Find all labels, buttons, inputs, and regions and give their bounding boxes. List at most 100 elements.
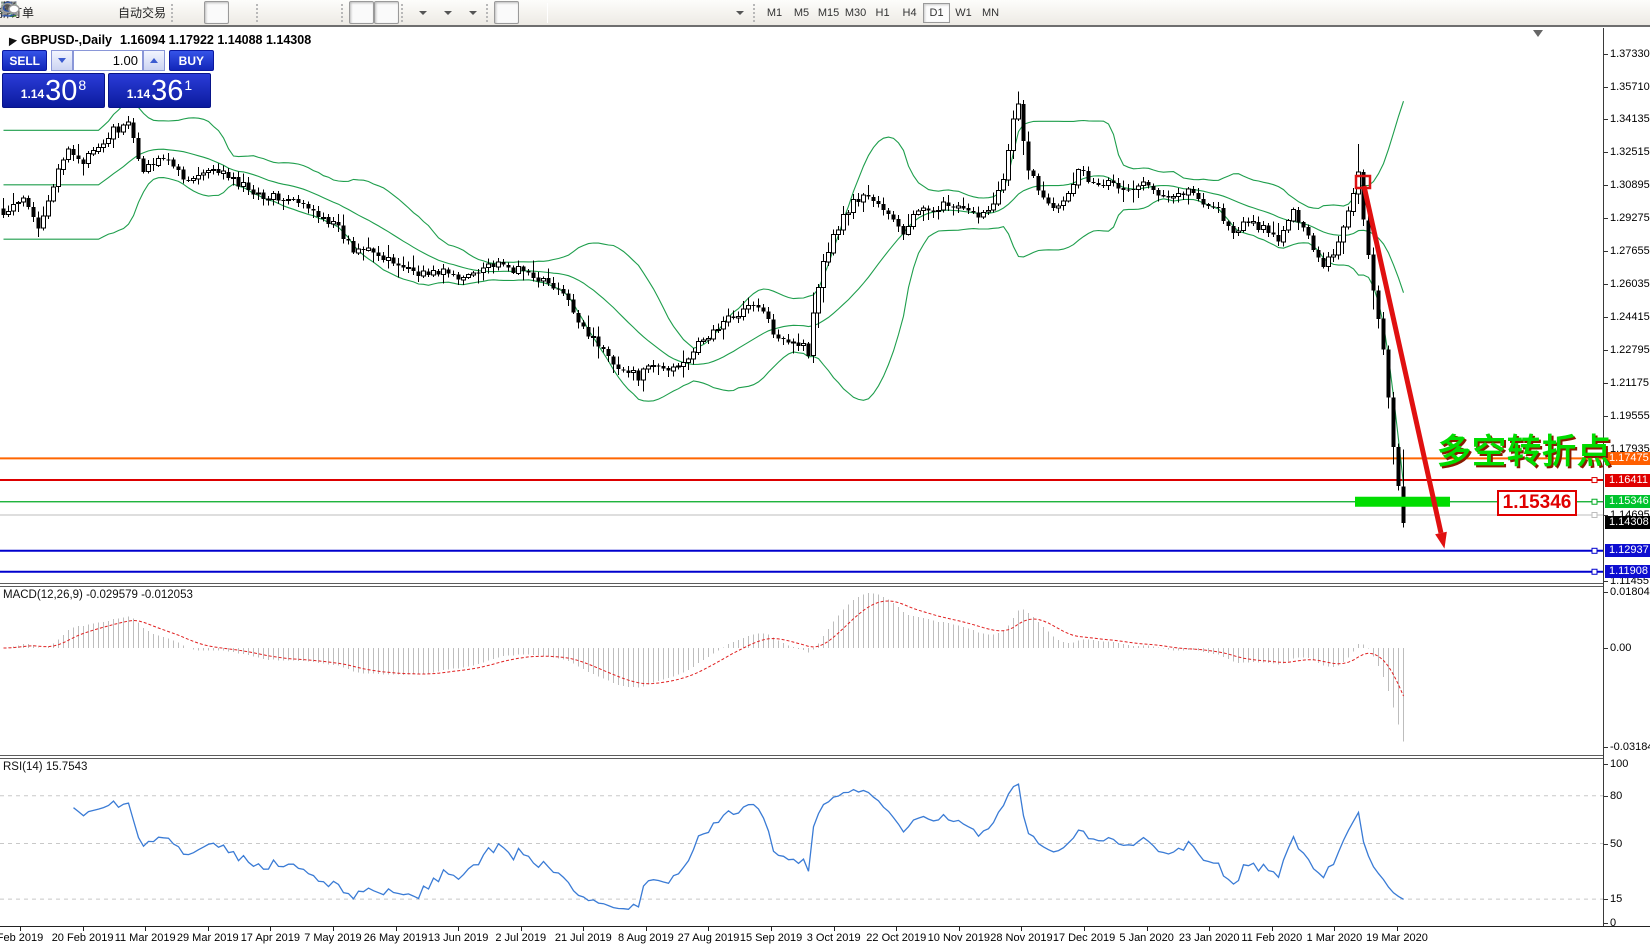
date-label: 10 Nov 2019 <box>927 932 991 944</box>
date-label: 26 May 2019 <box>363 932 428 944</box>
search-button[interactable] <box>2 1 1615 24</box>
symbol-period-label: GBPUSD-,Daily <box>21 33 112 47</box>
rsi-pane[interactable] <box>0 759 1603 926</box>
timeframe-w1[interactable]: W1 <box>955 6 972 19</box>
sell-price-display[interactable]: 1.14 30 8 <box>2 73 105 108</box>
crosshair-button[interactable] <box>1 1 544 24</box>
volume-increase-button[interactable] <box>143 50 165 71</box>
date-label: 29 Mar 2019 <box>176 932 239 944</box>
arrows-caret[interactable] <box>736 10 745 15</box>
date-tick-mark <box>583 927 585 931</box>
price-callout-label[interactable]: 1.15346 <box>1497 490 1577 516</box>
buy-price-display[interactable]: 1.14 36 1 <box>108 73 211 108</box>
period-caret[interactable] <box>444 10 453 15</box>
date-label: 19 Mar 2020 <box>1366 932 1428 944</box>
date-label: 7 May 2019 <box>304 932 362 944</box>
date-tick-mark <box>207 927 209 931</box>
price-tick-mark <box>1604 54 1608 55</box>
navigator-button[interactable] <box>1 1 87 24</box>
macd-pane[interactable] <box>0 587 1603 755</box>
pane-separator[interactable] <box>0 583 1650 587</box>
macd-tick-label: 0.00 <box>1610 642 1632 654</box>
date-label: 13 Jun 2019 <box>427 932 489 944</box>
date-tick-mark <box>896 927 898 931</box>
rsi-tick-label: 80 <box>1610 789 1623 802</box>
autotrading-button[interactable]: 自动交易 <box>1 1 169 24</box>
date-tick-mark <box>1209 927 1211 931</box>
volume-input[interactable] <box>73 50 143 71</box>
price-tick-mark <box>1604 185 1608 187</box>
sell-button[interactable]: SELL <box>2 50 48 71</box>
chat-button[interactable] <box>1 1 1640 24</box>
timeframe-mn[interactable]: MN <box>981 6 1000 19</box>
macd-tick-label: -0.031847 <box>1610 740 1650 753</box>
arrows-button[interactable] <box>3 1 751 24</box>
template-button[interactable] <box>1 1 484 24</box>
rsi-tick-mark <box>1604 899 1608 901</box>
price-tag: 1.16411 <box>1605 473 1650 487</box>
toolbar-drag-handle[interactable] <box>486 3 490 22</box>
chat-icon <box>1 2 20 17</box>
timeframe-m5[interactable]: M5 <box>793 6 810 19</box>
date-tick-mark <box>145 927 147 931</box>
profiles-button[interactable] <box>1 1 62 24</box>
chart-symbol-icon <box>4 34 18 46</box>
cursor-button[interactable] <box>4 1 520 24</box>
data-window-button[interactable] <box>1 1 112 24</box>
fibonacci-button[interactable]: F <box>1 1 676 24</box>
timeframe-m30[interactable]: M30 <box>844 6 867 19</box>
period-button[interactable] <box>1 1 459 24</box>
shift-marker-icon[interactable] <box>1533 30 1543 37</box>
tile-windows-button[interactable] <box>1 1 339 24</box>
text-button[interactable]: A <box>4 1 701 24</box>
main-chart-pane[interactable] <box>0 28 1603 583</box>
toolbar-drag-handle[interactable] <box>256 3 260 22</box>
template-caret[interactable] <box>469 10 478 15</box>
zoom-out-button[interactable] <box>2 1 314 24</box>
date-tick-mark <box>395 927 397 931</box>
new-chart-button[interactable] <box>2 1 434 24</box>
price-tag: 1.17475 <box>1605 451 1650 465</box>
toolbar-drag-handle[interactable] <box>341 3 345 22</box>
horizontal-line-button[interactable] <box>1 1 601 24</box>
zoom-in-button[interactable] <box>2 1 289 24</box>
buy-price-big: 36 <box>151 75 184 107</box>
timeframe-h4[interactable]: H4 <box>902 6 917 19</box>
toolbar-drag-handle[interactable] <box>171 3 175 22</box>
toolbar-separator <box>547 2 549 23</box>
volume-decrease-button[interactable] <box>51 50 73 71</box>
text-label-button[interactable]: T <box>1 1 726 24</box>
chart-line-button[interactable] <box>1 1 254 24</box>
timeframe-m15[interactable]: M15 <box>817 6 840 19</box>
date-tick-mark <box>1396 927 1398 931</box>
pane-separator[interactable] <box>0 755 1650 759</box>
equidistant-channel-button[interactable]: E <box>0 1 651 24</box>
chart-candles-button[interactable] <box>3 1 230 24</box>
date-tick-mark <box>520 927 522 931</box>
rsi-tick-mark <box>1604 923 1608 924</box>
new-chart-caret[interactable] <box>419 10 428 15</box>
vertical-line-button[interactable] <box>6 1 576 24</box>
price-tick-mark <box>1604 119 1608 121</box>
buy-button[interactable]: BUY <box>168 50 214 71</box>
auto-scroll-button[interactable] <box>1 1 375 24</box>
price-tick-label: 1.30895 <box>1610 179 1650 192</box>
chart-bars-button[interactable] <box>1 1 204 24</box>
trendline-button[interactable] <box>1 1 626 24</box>
price-tick-label: 1.29275 <box>1610 212 1650 225</box>
price-tick-mark <box>1604 514 1608 516</box>
chart-shift-button[interactable] <box>1 1 400 24</box>
date-label: 2 Jul 2019 <box>495 932 547 944</box>
date-tick-mark <box>458 927 460 931</box>
price-tick-label: 1.27655 <box>1610 245 1650 258</box>
ohlc-values: 1.16094 1.17922 1.14088 1.14308 <box>120 33 312 47</box>
price-tag: 1.15346 <box>1605 495 1650 509</box>
price-axis[interactable]: 1.37330 1.35710 1.34135 1.32515 1.30895 1.292… <box>1603 28 1650 929</box>
timeframe-m1[interactable]: M1 <box>766 6 783 19</box>
toolbar-drag-handle[interactable] <box>753 3 757 22</box>
timeframe-h1[interactable]: H1 <box>875 6 890 19</box>
date-tick-mark <box>1146 927 1148 931</box>
date-label: 17 Apr 2019 <box>240 932 301 944</box>
toolbar-drag-handle[interactable] <box>401 3 405 22</box>
timeframe-d1[interactable]: D1 <box>923 2 951 23</box>
